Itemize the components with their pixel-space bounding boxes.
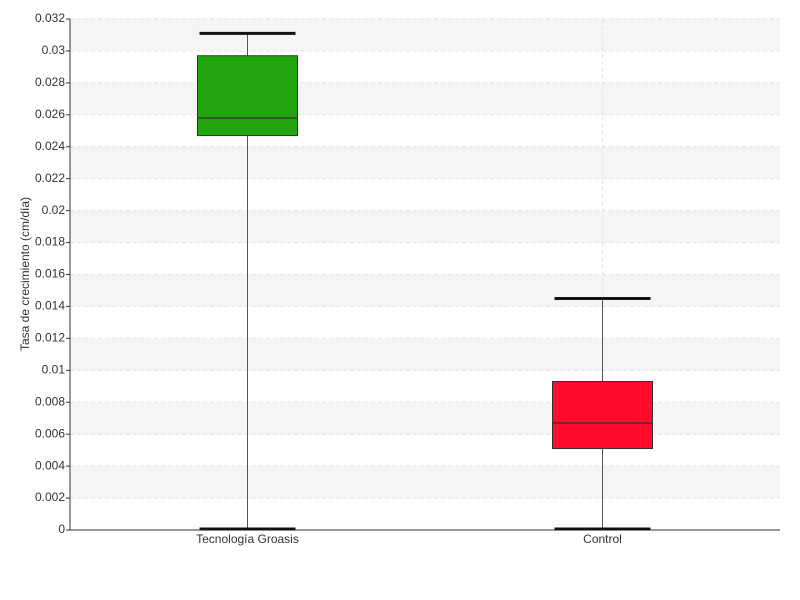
y-tick-label: 0.022	[35, 171, 65, 185]
grid-band	[70, 466, 780, 499]
y-tick-label: 0.026	[35, 107, 65, 121]
y-tick-label: 0.014	[35, 299, 65, 313]
y-tick-label: 0.002	[35, 490, 65, 504]
y-tick-label: 0	[58, 522, 65, 536]
x-tick-label: Tecnología Groasis	[196, 532, 299, 546]
grid-band	[70, 210, 780, 243]
grid-band	[70, 19, 780, 51]
y-tick-label: 0.018	[35, 235, 65, 249]
y-tick-label: 0.024	[35, 139, 65, 153]
y-tick-label: 0.032	[35, 11, 65, 25]
x-tick-label: Control	[583, 532, 622, 546]
y-tick-label: 0.006	[35, 426, 65, 440]
grid-band	[70, 274, 780, 307]
box	[552, 380, 653, 450]
y-tick-label: 0.02	[42, 203, 66, 217]
y-tick-label: 0.016	[35, 267, 65, 281]
y-tick-label: 0.01	[42, 362, 66, 376]
box	[197, 55, 298, 137]
grid-band	[70, 402, 780, 435]
y-tick-label: 0.03	[42, 43, 66, 57]
y-tick-label: 0.008	[35, 394, 65, 408]
grid-band	[70, 82, 780, 115]
grid-band	[70, 338, 780, 371]
y-tick-label: 0.004	[35, 458, 65, 472]
y-tick-label: 0.028	[35, 75, 65, 89]
grid-band	[70, 146, 780, 179]
y-tick-label: 0.012	[35, 331, 65, 345]
y-axis-label: Tasa de crecimiento (cm/día)	[18, 197, 32, 351]
